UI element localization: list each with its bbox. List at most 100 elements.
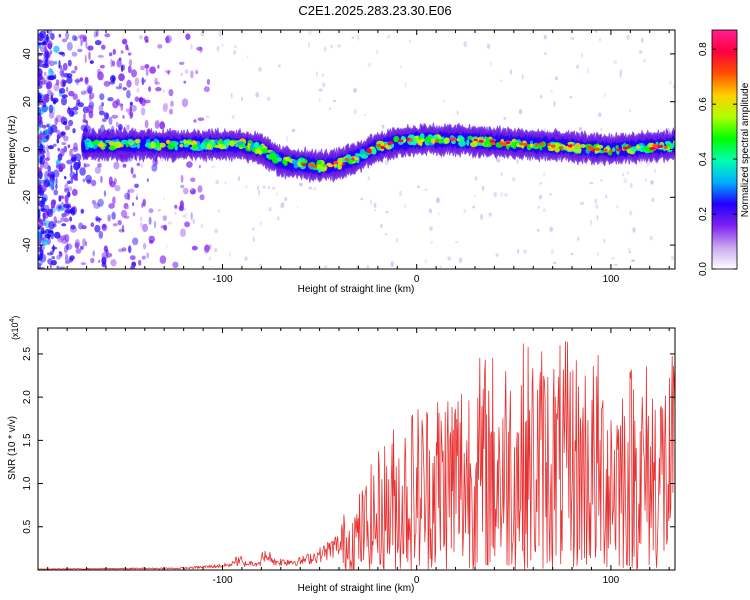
heatmap-cell [118, 123, 123, 131]
heatmap-cell [94, 40, 102, 46]
heatmap-cell [293, 163, 299, 169]
heatmap-cell [38, 84, 43, 89]
heatmap-cell [223, 139, 231, 145]
heatmap-cell [159, 121, 165, 130]
heatmap-cell [233, 50, 236, 55]
heatmap-cell [99, 64, 105, 69]
heatmap-cell [67, 180, 71, 185]
heatmap-cell [103, 190, 107, 197]
heatmap-cell [537, 205, 540, 209]
colorbar-ticks: 0.0 0.2 0.4 0.6 0.8 [698, 42, 737, 276]
heatmap-cell [603, 238, 606, 244]
heatmap-cell [55, 177, 58, 186]
heatmap-cell [425, 136, 432, 143]
heatmap-cell [98, 110, 105, 116]
heatmap-cell [73, 142, 78, 150]
heatmap-cell [157, 44, 163, 49]
heatmap-cell [184, 190, 187, 193]
heatmap-cell [538, 142, 544, 146]
heatmap-cell [179, 143, 184, 148]
heatmap-cell [376, 143, 382, 148]
heatmap-cell [573, 148, 581, 152]
heatmap-cell [134, 77, 140, 86]
heatmap-cell [430, 241, 433, 244]
heatmap-cell [140, 65, 145, 71]
heatmap-cell [64, 261, 71, 264]
heatmap-cell [40, 76, 46, 86]
heatmap-cell [521, 74, 524, 80]
heatmap-cell [671, 255, 675, 260]
heatmap-cell [493, 191, 497, 198]
heatmap-cell [63, 188, 70, 193]
y-tick-label: 2.0 [22, 390, 33, 404]
heatmap-cell [397, 139, 404, 143]
heatmap-cell [45, 129, 52, 134]
heatmap-cell [44, 233, 52, 239]
heatmap-cell [257, 66, 262, 72]
heatmap-cell [448, 137, 455, 141]
heatmap-cell [653, 168, 657, 174]
heatmap-cell [132, 173, 137, 179]
heatmap-cell [101, 102, 104, 107]
heatmap-cell [360, 197, 364, 201]
heatmap-cell [64, 194, 69, 204]
heatmap-cell [55, 129, 60, 134]
svg-text:(x104): (x104) [9, 316, 20, 340]
heatmap-cell [48, 220, 55, 230]
heatmap-cell [432, 135, 438, 140]
heatmap-cell [205, 115, 210, 119]
heatmap-cell [53, 45, 60, 53]
heatmap-cell [71, 51, 78, 57]
heatmap-cell [283, 160, 288, 166]
heatmap-cell [190, 43, 193, 50]
heatmap-cell [174, 204, 178, 209]
heatmap-cell [558, 146, 564, 150]
heatmap-cell [52, 99, 57, 105]
heatmap-cell [366, 265, 369, 269]
heatmap-cell [214, 228, 218, 234]
heatmap-cell [123, 202, 129, 210]
heatmap-cell [489, 61, 493, 66]
heatmap-cell [576, 64, 580, 69]
heatmap-cell [82, 118, 87, 123]
heatmap-cell [60, 131, 66, 136]
heatmap-cell [94, 166, 101, 174]
heatmap-cell [292, 159, 298, 165]
heatmap-cell [38, 208, 41, 218]
heatmap-cell [276, 192, 278, 196]
heatmap-cell [49, 128, 53, 135]
heatmap-cell [47, 30, 53, 35]
heatmap-cell [38, 266, 42, 269]
heatmap-cell [50, 206, 53, 213]
heatmap-cell [114, 141, 122, 148]
heatmap-cell [355, 153, 362, 157]
heatmap-cell [63, 217, 69, 223]
colorbar-label: Normalized spectral amplitude [740, 82, 750, 217]
heatmap-cell [641, 147, 649, 151]
heatmap-cell [103, 112, 110, 120]
heatmap-cell [628, 250, 632, 254]
colorbar-tick-label: 0.6 [698, 97, 709, 111]
heatmap-cell [641, 37, 644, 43]
heatmap-cell [165, 35, 172, 44]
heatmap-cell [408, 39, 412, 43]
heatmap-cell [58, 60, 61, 68]
spectrogram-y-axis-label: Frequency (Hz) [7, 116, 18, 185]
heatmap-cell [61, 142, 67, 146]
heatmap-cell [47, 258, 53, 265]
heatmap-cell [158, 142, 166, 148]
heatmap-cell [61, 213, 66, 218]
heatmap-cell [488, 212, 493, 217]
heatmap-cell [83, 139, 91, 143]
heatmap-cell [40, 208, 47, 212]
heatmap-cell [69, 208, 74, 214]
heatmap-cell [170, 100, 174, 107]
heatmap-cell [330, 44, 334, 49]
heatmap-cell [219, 145, 227, 149]
heatmap-cell [39, 244, 42, 250]
heatmap-cell [138, 259, 142, 266]
heatmap-cell [549, 193, 552, 196]
heatmap-cell [117, 220, 122, 226]
heatmap-cell [610, 256, 615, 260]
heatmap-cell [79, 34, 87, 43]
